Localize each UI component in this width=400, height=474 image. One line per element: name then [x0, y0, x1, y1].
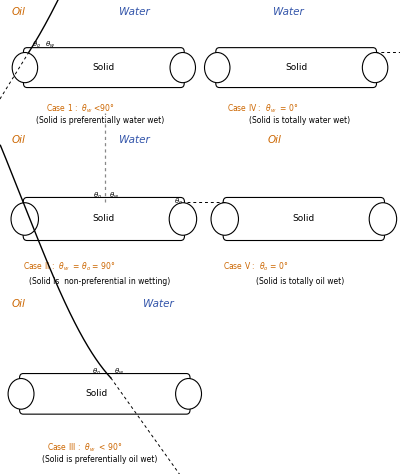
Text: Solid: Solid	[93, 215, 115, 223]
FancyBboxPatch shape	[20, 374, 190, 414]
Text: (Solid is preferentially water wet): (Solid is preferentially water wet)	[36, 116, 164, 125]
Circle shape	[204, 53, 230, 82]
FancyBboxPatch shape	[24, 47, 184, 88]
Text: $\theta_w$: $\theta_w$	[109, 191, 119, 201]
Text: Oil: Oil	[267, 135, 281, 145]
Circle shape	[211, 203, 238, 235]
Text: (Solid is preferentially oil wet): (Solid is preferentially oil wet)	[42, 455, 158, 464]
Circle shape	[8, 379, 34, 409]
Text: $\theta_o$: $\theta_o$	[32, 40, 41, 50]
Text: Case V :  $\theta_o$ = 0°: Case V : $\theta_o$ = 0°	[223, 261, 289, 273]
Text: (Solid is  non-preferential in wetting): (Solid is non-preferential in wetting)	[29, 277, 171, 286]
Text: Case IV :  $\theta_w$  = 0°: Case IV : $\theta_w$ = 0°	[227, 102, 298, 115]
Text: $\theta_o$: $\theta_o$	[174, 197, 183, 207]
Circle shape	[369, 203, 397, 235]
FancyBboxPatch shape	[223, 198, 384, 240]
Text: $\theta_o$: $\theta_o$	[94, 191, 102, 201]
Text: Solid: Solid	[293, 215, 315, 223]
Circle shape	[170, 53, 196, 82]
Text: Water: Water	[119, 135, 150, 145]
Circle shape	[362, 53, 388, 82]
Text: Oil: Oil	[12, 135, 26, 145]
Text: (Solid is totally water wet): (Solid is totally water wet)	[250, 116, 350, 125]
Text: Case 1 :  $\theta_w$ <90°: Case 1 : $\theta_w$ <90°	[46, 102, 115, 115]
Text: $\theta_o$: $\theta_o$	[92, 367, 101, 377]
Text: Case II :  $\theta_w$  = $\theta_o$ = 90°: Case II : $\theta_w$ = $\theta_o$ = 90°	[23, 261, 116, 273]
Text: $\theta_w$: $\theta_w$	[114, 367, 124, 377]
Text: Solid: Solid	[86, 389, 108, 398]
Circle shape	[169, 203, 197, 235]
Text: Oil: Oil	[12, 7, 26, 17]
Text: Case III :  $\theta_w$  < 90°: Case III : $\theta_w$ < 90°	[47, 441, 123, 454]
Text: Water: Water	[273, 7, 304, 17]
Circle shape	[176, 379, 202, 409]
Text: Solid: Solid	[93, 63, 115, 72]
Text: Oil: Oil	[12, 299, 26, 309]
Text: Water: Water	[143, 299, 174, 309]
Text: (Solid is totally oil wet): (Solid is totally oil wet)	[256, 277, 344, 286]
Text: $\theta_w$: $\theta_w$	[45, 40, 55, 50]
Circle shape	[12, 53, 38, 82]
Circle shape	[11, 203, 38, 235]
FancyBboxPatch shape	[23, 198, 184, 240]
Text: Water: Water	[119, 7, 150, 17]
FancyBboxPatch shape	[216, 47, 376, 88]
Text: Solid: Solid	[285, 63, 307, 72]
